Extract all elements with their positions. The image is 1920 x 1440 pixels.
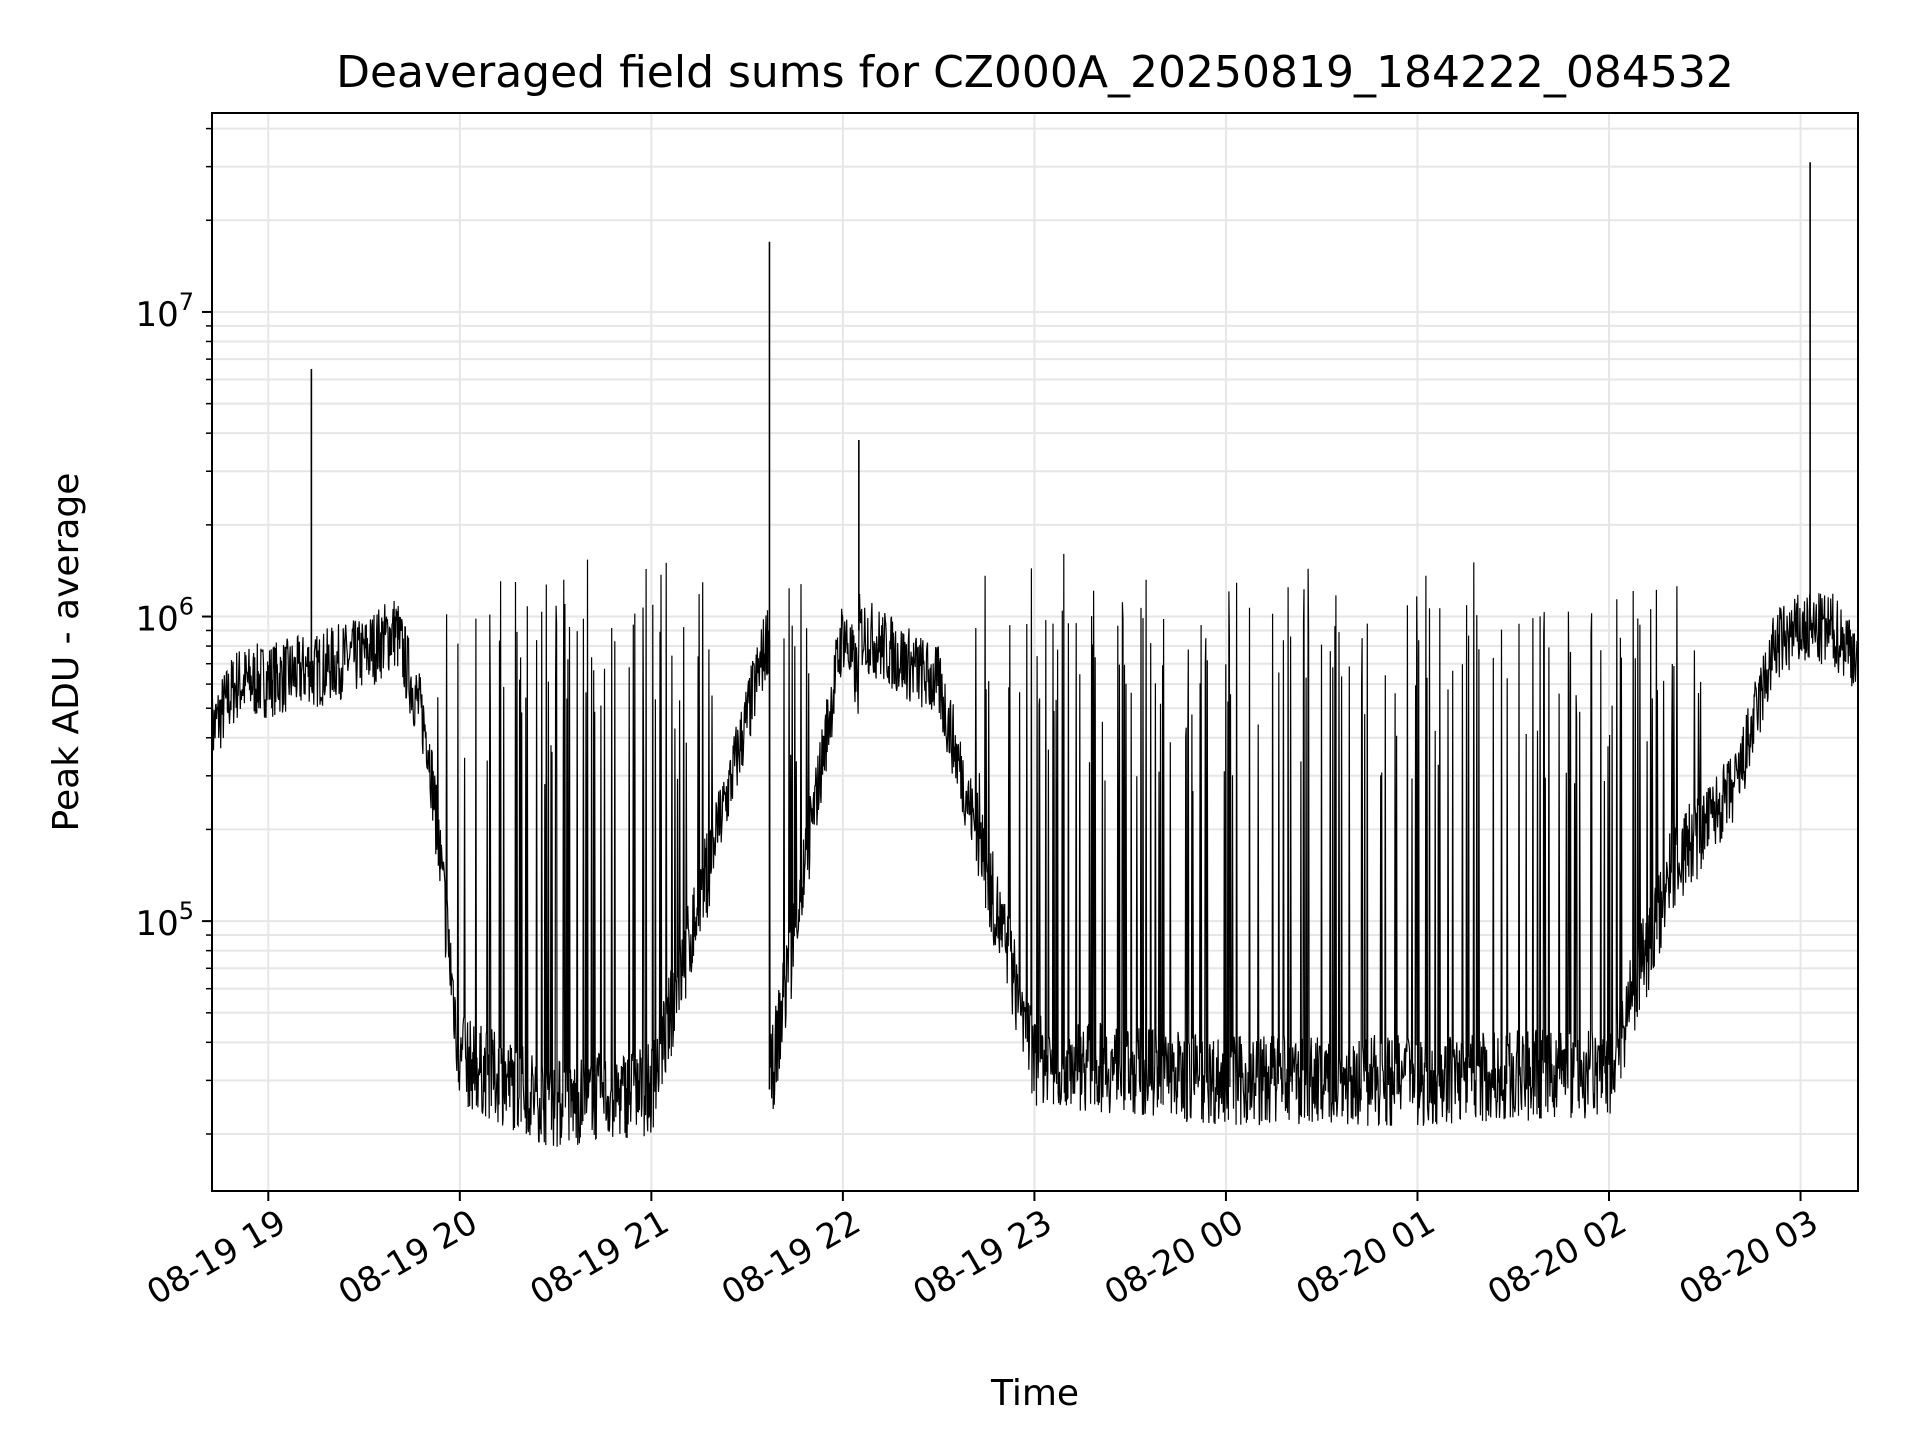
data-layer xyxy=(211,162,1859,1147)
y-tick-label: 107 xyxy=(135,288,194,335)
chart-title: Deaveraged field sums for CZ000A_2025081… xyxy=(336,47,1734,98)
y-tick-label: 105 xyxy=(135,897,194,944)
series-line xyxy=(211,553,1859,1147)
x-axis-label: Time xyxy=(990,1373,1079,1414)
y-axis-label: Peak ADU - average xyxy=(46,473,87,832)
y-tick-label: 106 xyxy=(135,593,194,640)
